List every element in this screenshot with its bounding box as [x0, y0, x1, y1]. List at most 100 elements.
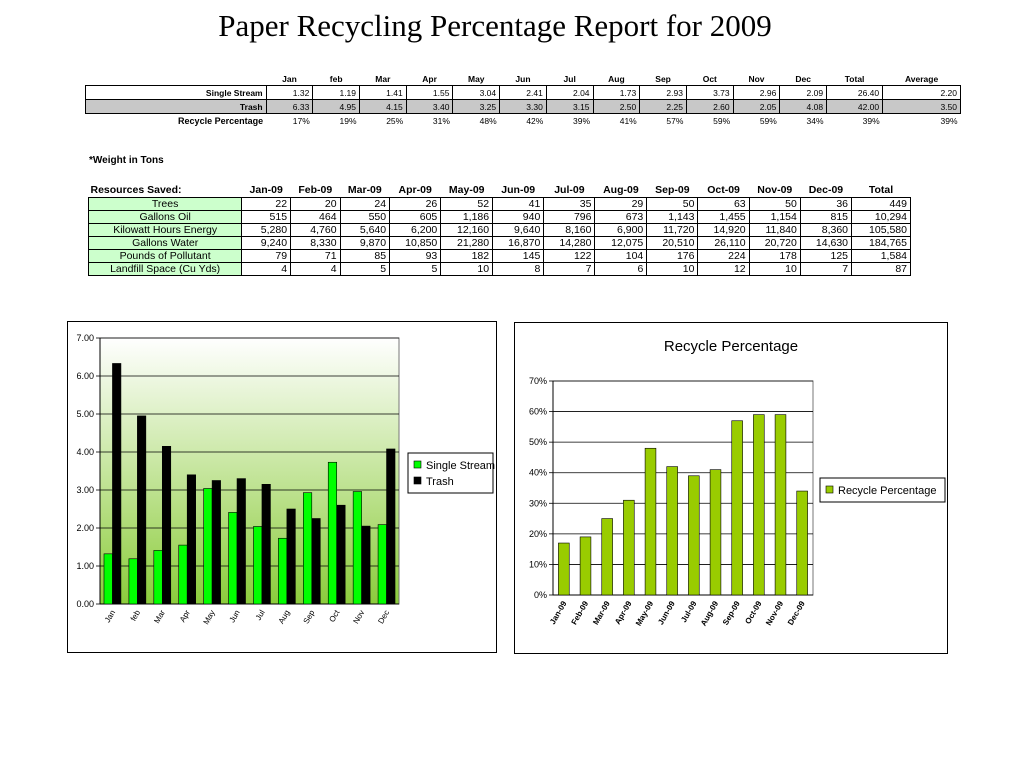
- legend-swatch: [413, 460, 422, 469]
- legend-swatch: [413, 476, 422, 485]
- bar: [644, 447, 657, 596]
- table-cell: 10: [646, 262, 699, 276]
- month-header: Jul-09: [554, 184, 585, 196]
- x-tick-label: Mar-09: [591, 599, 612, 626]
- bar: [361, 525, 371, 605]
- bar: [623, 499, 635, 596]
- table-cell: 8,330: [290, 236, 341, 250]
- x-tick-label: May-09: [634, 599, 656, 627]
- table-cell: 7: [799, 262, 853, 276]
- row-label: Trees: [87, 197, 243, 211]
- table-cell: 25%: [386, 115, 404, 126]
- row-label: Gallons Oil: [87, 210, 243, 224]
- table-cell: 796: [543, 210, 596, 224]
- table-cell: 6.33: [265, 99, 314, 114]
- table-cell: 2.04: [545, 85, 594, 100]
- table-cell: 515: [241, 210, 292, 224]
- x-tick-label: May: [202, 609, 217, 627]
- y-tick-label: 0%: [534, 590, 547, 600]
- table-cell: 9,640: [492, 223, 545, 237]
- table-cell: 2.96: [732, 85, 781, 100]
- table-cell: 42.00: [826, 99, 884, 114]
- x-tick-label: Oct-09: [743, 599, 764, 626]
- month-header: Jun-09: [501, 184, 536, 196]
- y-tick-label: 4.00: [76, 447, 94, 457]
- x-tick-label: Jun: [228, 609, 242, 625]
- table-cell: 1.55: [405, 85, 454, 100]
- x-tick-label: Nov-09: [764, 599, 785, 627]
- table-cell: 34%: [806, 115, 824, 126]
- month-header: Jan: [282, 73, 297, 84]
- table-cell: 104: [594, 249, 648, 263]
- bar: [688, 475, 700, 596]
- bar: [153, 550, 163, 605]
- bar: [579, 536, 592, 596]
- table-cell: 2.50: [592, 99, 641, 114]
- bar: [774, 414, 787, 596]
- table-cell: 3.04: [452, 85, 501, 100]
- month-header: Dec: [795, 73, 811, 84]
- table-header-row: Jan feb Mar Apr May Jun Jul Aug Sep Oct …: [86, 72, 961, 86]
- table-cell: 122: [543, 249, 596, 263]
- month-header: Mar: [375, 73, 391, 84]
- table-cell: 1,154: [748, 210, 801, 224]
- table-cell: 20,720: [748, 236, 801, 250]
- table-cell: 39%: [573, 115, 591, 126]
- y-tick-label: 60%: [529, 407, 547, 417]
- table-cell: 224: [697, 249, 750, 263]
- month-header: Oct-09: [707, 184, 740, 196]
- plot-area: [99, 337, 400, 605]
- table-cell: 29: [594, 197, 648, 211]
- table-cell: 1,584: [851, 249, 911, 263]
- bar: [352, 491, 362, 605]
- table-cell: 2.93: [639, 85, 687, 100]
- bar: [211, 480, 221, 605]
- table-cell: 464: [290, 210, 341, 224]
- row-label: Gallons Water: [87, 236, 243, 250]
- table-cell: 93: [389, 249, 442, 263]
- table-cell: 8,160: [543, 223, 596, 237]
- table-header-row: Resources Saved: Jan-09 Feb-09 Mar-09 Ap…: [89, 183, 911, 198]
- table-cell: 5: [339, 262, 391, 276]
- page-title: Paper Recycling Percentage Report for 20…: [218, 8, 772, 43]
- x-tick-label: Mar: [152, 608, 167, 625]
- weight-bar-chart: 0.00 1.00 2.00 3.00 4.00 5.00 6.00 7.00 Jan feb Ma…: [67, 321, 497, 653]
- table-cell: 1.32: [265, 85, 314, 100]
- y-tick-label: 70%: [529, 376, 547, 386]
- table-cell: 4,760: [290, 223, 341, 237]
- bar: [327, 461, 338, 605]
- table-cell: 550: [339, 210, 391, 224]
- table-cell: 50: [748, 197, 801, 211]
- table-row-trash: Trash 6.33 4.95 4.15 3.40 3.25 3.30 3.15…: [85, 99, 961, 114]
- bar: [278, 537, 288, 605]
- bar: [377, 524, 387, 605]
- bar: [186, 474, 196, 605]
- table-cell: 16,870: [492, 236, 545, 250]
- table-cell: 815: [799, 210, 853, 224]
- table-row: Kilowatt Hours Energy 5,280 4,760 5,640 …: [87, 223, 911, 237]
- table-cell: 57%: [666, 115, 684, 126]
- table-cell: 10,294: [851, 210, 911, 224]
- legend-label: Trash: [426, 476, 454, 488]
- table-cell: 22: [241, 197, 292, 211]
- table-cell: 71: [290, 249, 341, 263]
- monthly-weight-table: Jan feb Mar Apr May Jun Jul Aug Sep Oct …: [85, 72, 961, 127]
- x-tick-label: Jun-09: [656, 599, 677, 626]
- table-cell: 39%: [862, 115, 880, 126]
- x-tick-label: Apr: [178, 608, 192, 624]
- bar: [796, 490, 808, 596]
- table-cell: 1,143: [646, 210, 699, 224]
- y-tick-label: 30%: [529, 498, 547, 508]
- table-cell: 145: [492, 249, 545, 263]
- table-cell: 11,720: [646, 223, 699, 237]
- table-cell: 4: [290, 262, 341, 276]
- chart-title: Recycle Percentage: [664, 338, 798, 355]
- table-cell: 7: [543, 262, 596, 276]
- weight-chart-svg: 0.00 1.00 2.00 3.00 4.00 5.00 6.00 7.00 Jan feb Ma…: [76, 333, 495, 627]
- table-cell: 125: [799, 249, 853, 263]
- table-cell: 20,510: [646, 236, 699, 250]
- table-cell: 3.15: [545, 99, 594, 114]
- table-cell: 449: [851, 197, 911, 211]
- table-cell: 2.25: [639, 99, 687, 114]
- y-tick-label: 40%: [529, 468, 547, 478]
